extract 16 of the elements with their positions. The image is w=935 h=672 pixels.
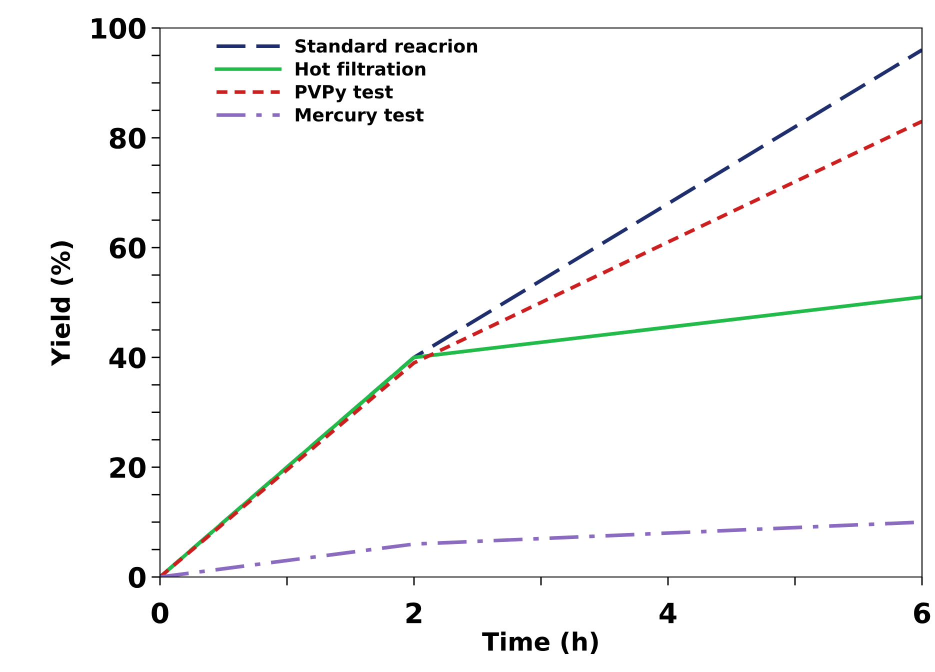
legend-label: Standard reacrion <box>295 38 478 53</box>
x-tick-label: 2 <box>406 602 422 624</box>
y-tick-label: 20 <box>110 457 146 478</box>
x-tick-label: 4 <box>660 602 676 624</box>
legend-label: PVPy test <box>296 85 393 102</box>
legend-label: Hot filtration <box>296 62 426 76</box>
legend-label: Mercury test <box>296 108 424 126</box>
y-tick-label: 0 <box>128 566 146 588</box>
y-tick-label: 60 <box>110 238 146 259</box>
x-axis-title: Time (h) <box>482 632 598 654</box>
y-tick-label: 80 <box>110 128 146 149</box>
x-tick-label: 6 <box>914 602 930 624</box>
y-tick-label: 100 <box>92 18 146 39</box>
y-tick-label: 40 <box>109 347 146 368</box>
y-axis-title: Yield (%) <box>50 241 74 366</box>
x-tick-label: 0 <box>152 602 168 624</box>
